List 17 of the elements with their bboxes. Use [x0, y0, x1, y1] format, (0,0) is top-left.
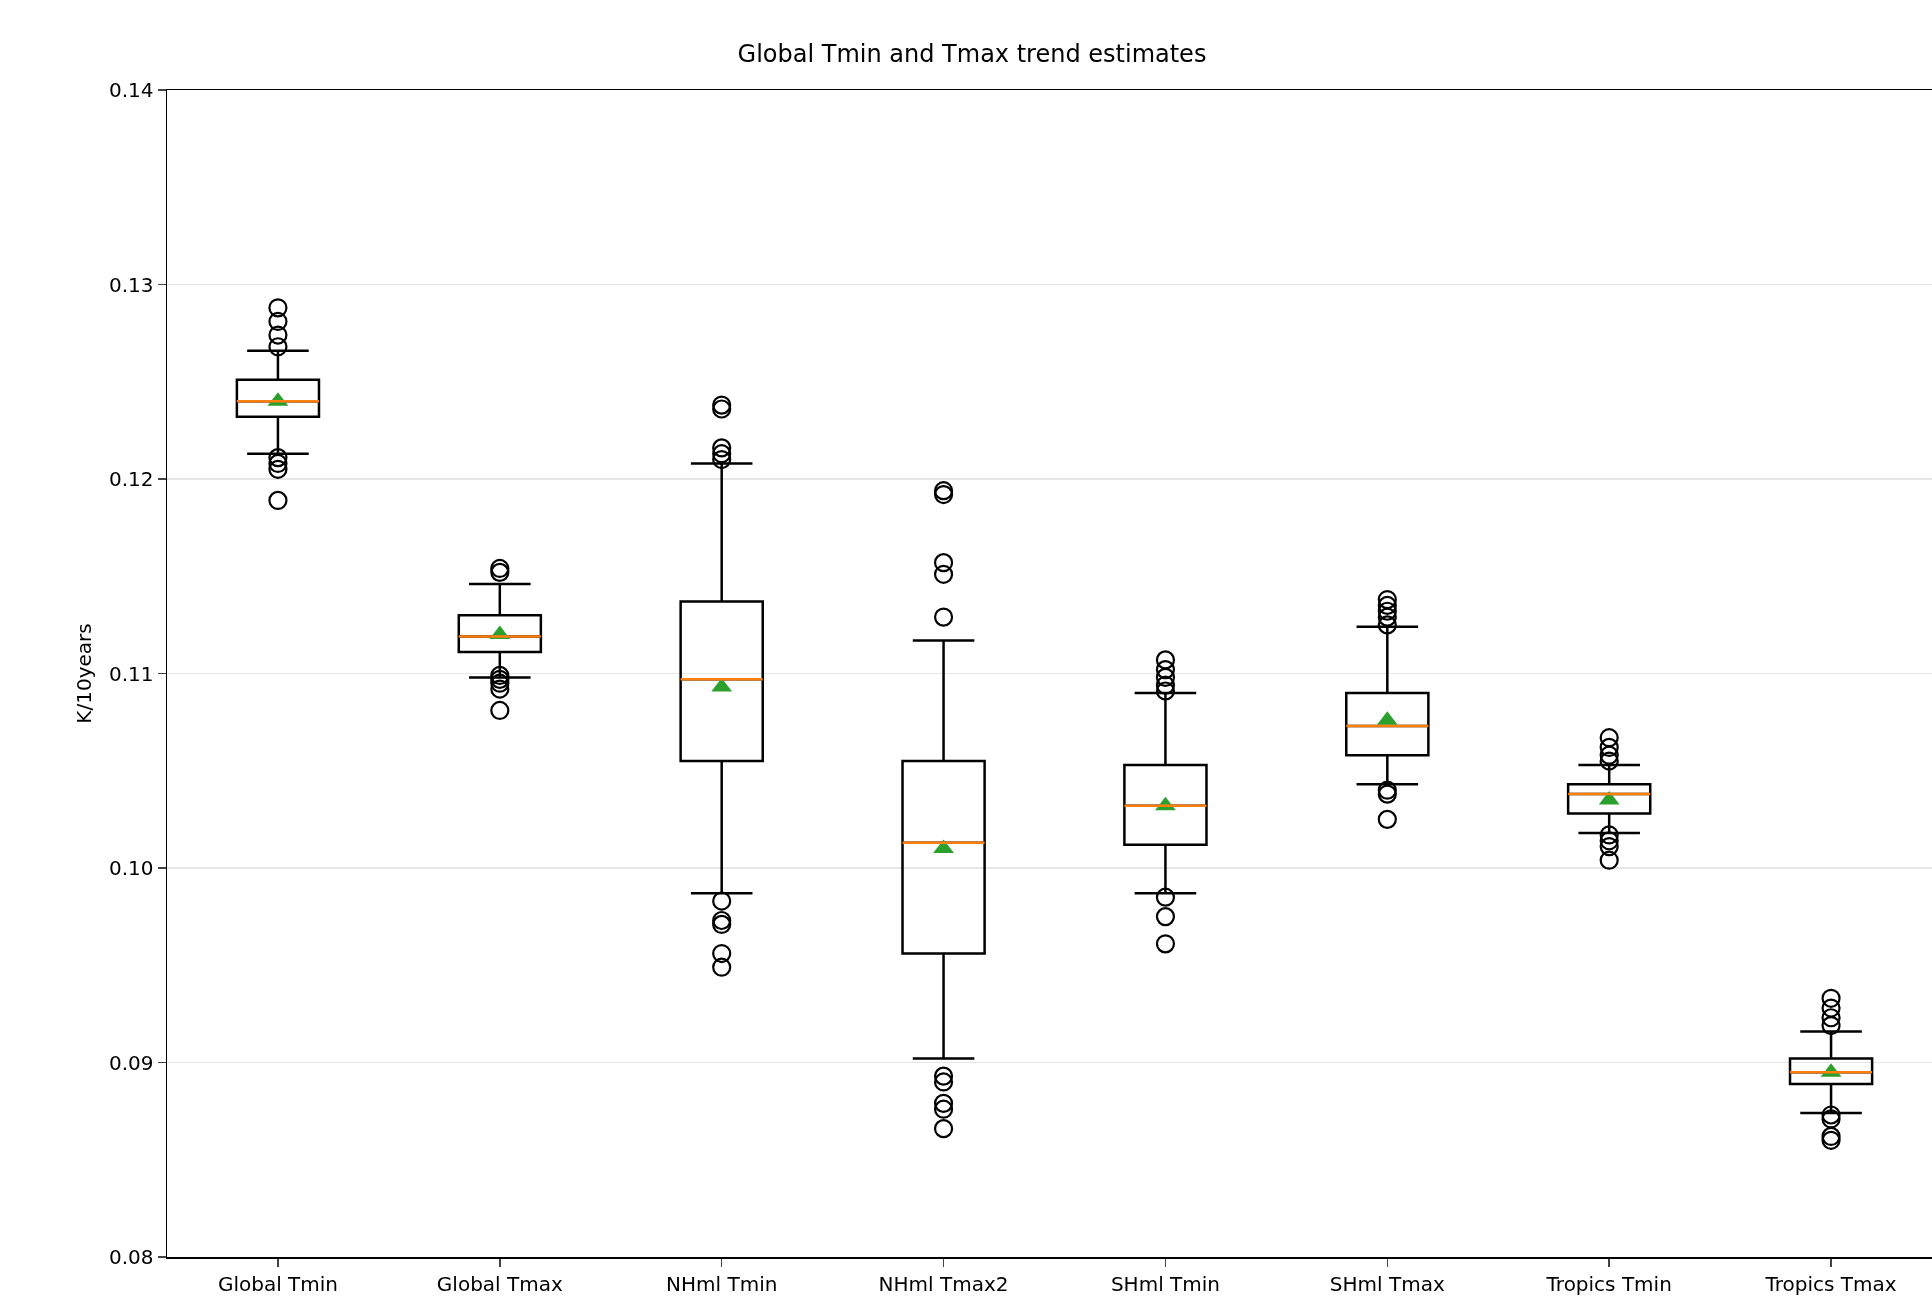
x-tick-label: NHml Tmax2 [878, 1271, 1009, 1296]
y-tick-label: 0.08 [108, 1245, 154, 1269]
y-tick-label: 0.12 [108, 467, 154, 491]
y-tick-label: 0.11 [108, 661, 154, 686]
x-tick-label: Global Tmax [436, 1271, 563, 1296]
y-tick-label: 0.13 [108, 272, 154, 297]
x-tick-label: Tropics Tmin [1545, 1271, 1672, 1296]
y-tick-label: 0.14 [108, 78, 154, 102]
y-tick-label: 0.09 [108, 1050, 154, 1075]
x-tick-label: Tropics Tmax [1764, 1271, 1897, 1296]
chart-title: Global Tmin and Tmax trend estimates [737, 40, 1207, 68]
x-tick-label: NHml Tmin [666, 1271, 778, 1296]
x-tick-label: SHml Tmax [1329, 1271, 1445, 1296]
y-tick-label: 0.10 [108, 856, 154, 880]
y-axis-title: K/10years [71, 623, 96, 724]
x-tick-label: SHml Tmin [1110, 1271, 1220, 1296]
x-tick-label: Global Tmin [217, 1271, 338, 1296]
